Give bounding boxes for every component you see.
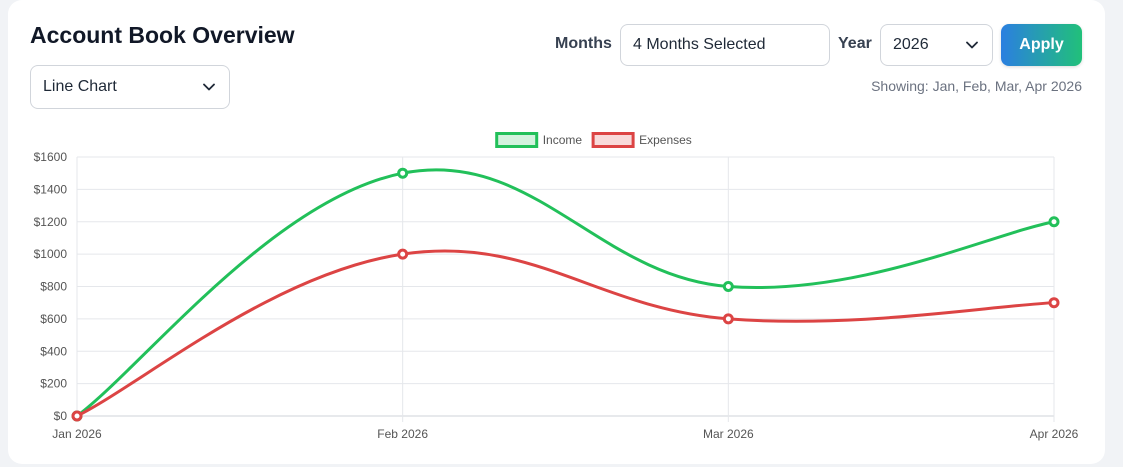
income-legend-label: Income — [543, 133, 583, 147]
y-tick-label: $800 — [40, 280, 67, 294]
x-tick-label: Feb 2026 — [377, 427, 428, 441]
expenses-line — [76, 249, 1055, 418]
income-legend-swatch — [495, 132, 539, 148]
income-point — [722, 281, 734, 292]
y-tick-label: $1000 — [34, 247, 68, 261]
chevron-down-icon — [203, 83, 215, 91]
year-value: 2026 — [893, 36, 929, 53]
chart-type-select[interactable]: Line Chart — [30, 65, 230, 109]
income-point — [1048, 216, 1060, 228]
expenses-point — [1048, 297, 1060, 309]
expenses-point — [397, 248, 409, 260]
x-tick-label: Mar 2026 — [703, 427, 754, 441]
y-tick-label: $400 — [40, 344, 67, 358]
year-select[interactable]: 2026 — [880, 24, 993, 66]
x-tick-label: Jan 2026 — [52, 427, 102, 441]
apply-button[interactable]: Apply — [1001, 24, 1082, 66]
income-point — [397, 167, 409, 179]
income-line — [76, 168, 1055, 418]
months-multiselect[interactable]: 4 Months Selected — [620, 24, 830, 66]
expenses-legend-swatch — [591, 132, 635, 148]
showing-text: Showing: Jan, Feb, Mar, Apr 2026 — [871, 78, 1082, 94]
y-tick-label: $1400 — [34, 182, 68, 196]
y-tick-label: $1200 — [34, 215, 68, 229]
months-value: 4 Months Selected — [633, 36, 766, 53]
y-tick-label: $200 — [40, 377, 67, 391]
expenses-point — [71, 410, 83, 422]
expenses-point — [722, 313, 734, 325]
chevron-down-icon — [966, 41, 978, 49]
y-tick-label: $600 — [40, 312, 67, 326]
y-tick-label: $0 — [54, 409, 68, 423]
year-label: Year — [838, 35, 872, 52]
chart-type-value: Line Chart — [43, 78, 117, 95]
months-label: Months — [555, 35, 612, 52]
expenses-legend-label: Expenses — [639, 133, 692, 147]
y-tick-label: $1600 — [34, 150, 68, 164]
page-title: Account Book Overview — [30, 22, 295, 48]
x-tick-label: Apr 2026 — [1030, 427, 1079, 441]
